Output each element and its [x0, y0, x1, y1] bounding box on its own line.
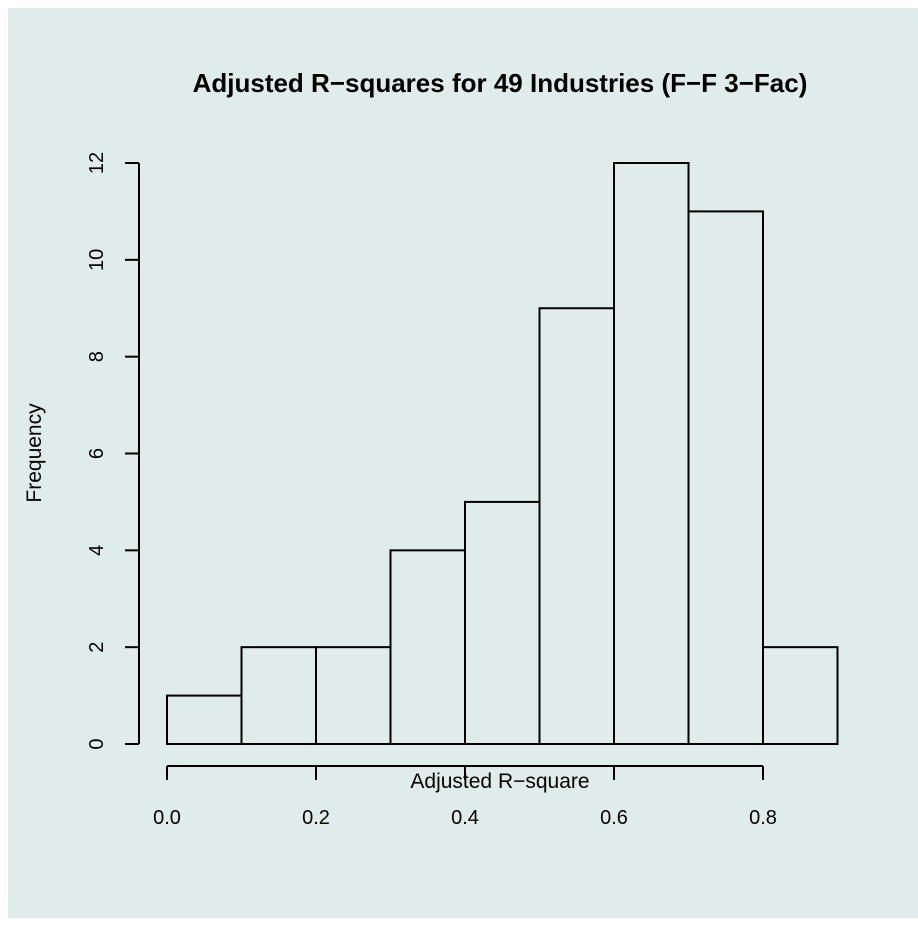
x-tick-label: 0.4 — [451, 807, 479, 829]
y-tick-label: 8 — [86, 351, 108, 362]
histogram-bar — [687, 210, 764, 745]
x-tick-label: 0.0 — [153, 807, 181, 829]
x-tick-label: 0.6 — [600, 807, 628, 829]
histogram-bar — [613, 162, 690, 745]
histogram-bar — [464, 500, 541, 745]
y-tick-label: 6 — [86, 448, 108, 459]
y-tick-label: 12 — [86, 152, 108, 174]
histogram-bars — [166, 162, 839, 746]
histogram-bar — [538, 307, 615, 745]
histogram-bar — [240, 646, 317, 746]
y-axis: 0 2 4 6 8 10 12 — [86, 152, 140, 750]
histogram-bar — [166, 694, 243, 745]
x-axis: 0.0 0.2 0.4 0.6 0.8 — [153, 765, 777, 829]
y-tick-label: 4 — [86, 545, 108, 556]
y-axis-label: Frequency — [23, 403, 46, 503]
y-tick-label: 2 — [86, 642, 108, 653]
histogram-bar — [315, 646, 392, 746]
histogram-bar — [762, 646, 839, 746]
x-tick-label: 0.8 — [749, 807, 777, 829]
y-tick-label: 0 — [86, 738, 108, 749]
histogram-chart: Adjusted R−squares for 49 Industries (F−… — [8, 8, 918, 918]
x-axis-label: Adjusted R−square — [410, 770, 589, 793]
x-tick-label: 0.2 — [302, 807, 330, 829]
histogram-bar — [389, 549, 466, 745]
y-tick-label: 10 — [86, 249, 108, 271]
chart-panel: Adjusted R−squares for 49 Industries (F−… — [8, 8, 918, 918]
chart-title: Adjusted R−squares for 49 Industries (F−… — [193, 68, 808, 98]
